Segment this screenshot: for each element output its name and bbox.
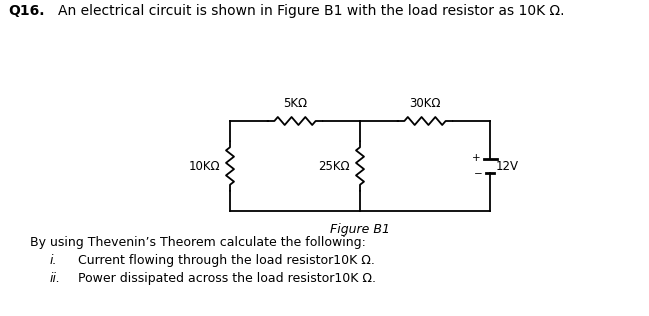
Text: 5KΩ: 5KΩ bbox=[283, 97, 307, 110]
Text: Figure B1: Figure B1 bbox=[330, 223, 390, 236]
Text: 25KΩ: 25KΩ bbox=[319, 160, 350, 173]
Text: An electrical circuit is shown in Figure B1 with the load resistor as 10K Ω.: An electrical circuit is shown in Figure… bbox=[58, 4, 565, 18]
Text: 30KΩ: 30KΩ bbox=[410, 97, 441, 110]
Text: Q16.: Q16. bbox=[8, 4, 45, 18]
Text: Power dissipated across the load resistor10K Ω.: Power dissipated across the load resisto… bbox=[78, 272, 376, 285]
Text: i.: i. bbox=[50, 254, 58, 267]
Text: 10KΩ: 10KΩ bbox=[188, 160, 220, 173]
Text: −: − bbox=[474, 169, 483, 179]
Text: Current flowing through the load resistor10K Ω.: Current flowing through the load resisto… bbox=[78, 254, 375, 267]
Text: ii.: ii. bbox=[50, 272, 61, 285]
Text: By using Thevenin’s Theorem calculate the following:: By using Thevenin’s Theorem calculate th… bbox=[30, 236, 366, 249]
Text: +: + bbox=[472, 153, 480, 163]
Text: 12V: 12V bbox=[496, 160, 519, 173]
